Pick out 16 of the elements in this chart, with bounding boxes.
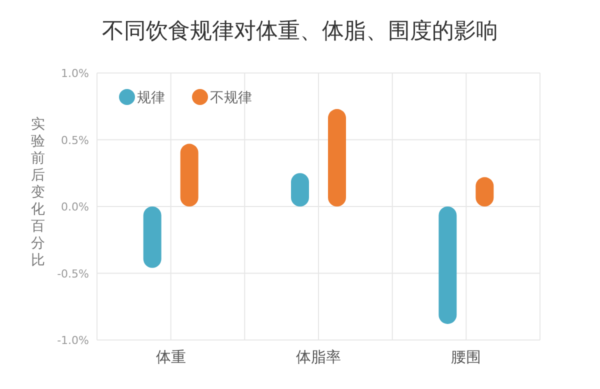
bar [438, 206, 457, 324]
y-tick-label: -0.5% [57, 267, 89, 280]
y-tick-label: -1.0% [57, 334, 89, 347]
x-tick-label: 腰围 [451, 348, 482, 366]
y-tick-label: 0.5% [61, 134, 89, 147]
y-tick-label: 0.0% [61, 200, 89, 214]
x-tick-label: 体脂率 [296, 348, 341, 366]
bar [180, 144, 198, 206]
chart-title: 不同饮食规律对体重、体脂、围度的影响 [102, 19, 498, 44]
bar [143, 206, 162, 268]
y-tick-label: 1.0% [61, 67, 89, 80]
x-tick-label: 体重 [156, 348, 186, 366]
bar [328, 109, 346, 206]
legend-label: 不规律 [210, 90, 252, 106]
legend-label: 规律 [137, 90, 165, 106]
text: 实验前后变化百分比 [31, 116, 45, 268]
